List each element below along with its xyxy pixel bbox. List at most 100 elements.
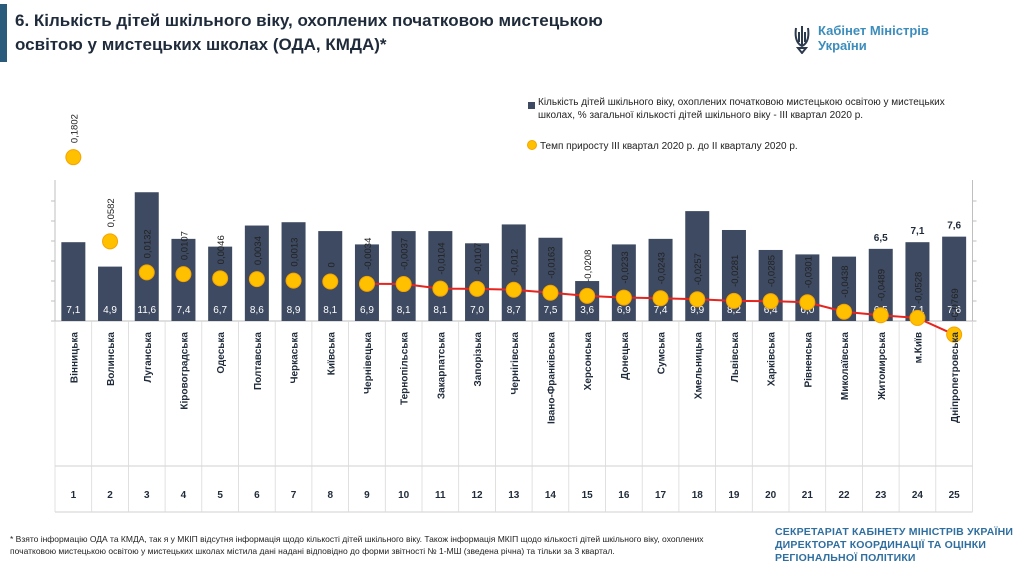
bar-value-label: 7,0 bbox=[470, 305, 484, 316]
growth-value-label: 0,0034 bbox=[253, 236, 264, 265]
page-title: 6. Кількість дітей шкільного віку, охопл… bbox=[15, 11, 603, 54]
growth-value-label: -0,0257 bbox=[693, 253, 704, 285]
growth-value-label: 0,0046 bbox=[216, 235, 227, 264]
growth-marker bbox=[322, 273, 339, 290]
growth-marker bbox=[212, 270, 229, 287]
rank-label: 24 bbox=[912, 490, 924, 501]
bar-value-label: 11,6 bbox=[137, 305, 156, 316]
rank-label: 5 bbox=[217, 490, 223, 501]
growth-value-label: -0,0243 bbox=[657, 252, 668, 284]
growth-marker bbox=[579, 287, 596, 304]
rank-label: 6 bbox=[254, 490, 260, 501]
legend-bar-label: Кількість дітей шкільного віку, охоплени… bbox=[538, 97, 945, 121]
footnote: * Взято інформацію ОДА та КМДА, так я у … bbox=[10, 534, 704, 556]
growth-value-label: 0,0132 bbox=[143, 229, 154, 258]
category-label: Запорізька bbox=[473, 332, 484, 387]
growth-value-label: -0,0285 bbox=[767, 255, 778, 287]
category-label: Чернігівська bbox=[510, 332, 521, 395]
title-accent-bar bbox=[0, 4, 7, 62]
bar-value-label: 9,9 bbox=[690, 305, 704, 316]
trident-icon bbox=[794, 26, 810, 54]
growth-value-label: 0,0013 bbox=[290, 238, 301, 267]
growth-marker bbox=[762, 293, 779, 310]
growth-marker bbox=[395, 276, 412, 293]
combo-chart: 7,1 4,9 11,6 7,4 6,7 8,6 8,9 8,1 6,9 8,1 8,1 7,0 8,7… bbox=[51, 97, 977, 513]
legend-bar-text-wrap: Кількість дітей шкільного віку, охоплени… bbox=[538, 97, 945, 121]
bar-value-label: 8,7 bbox=[507, 305, 521, 316]
category-label: Миколаївська bbox=[840, 332, 851, 401]
rank-label: 17 bbox=[655, 490, 667, 501]
bar-value-label: 7,1 bbox=[66, 305, 80, 316]
secretariat-label: СЕКРЕТАРІАТ КАБІНЕТУ МІНІСТРІВ УКРАЇНИ Д… bbox=[775, 526, 1014, 564]
rank-label: 10 bbox=[398, 490, 410, 501]
bar bbox=[134, 192, 159, 321]
bar bbox=[61, 242, 86, 321]
bar-value-label: 7,4 bbox=[654, 305, 668, 316]
growth-value-label: -0,0104 bbox=[436, 242, 447, 274]
bar-top-label: 7,6 bbox=[947, 221, 961, 232]
rank-label: 19 bbox=[728, 490, 740, 501]
rank-label: 13 bbox=[508, 490, 520, 501]
rank-label: 15 bbox=[582, 490, 594, 501]
growth-value-label: -0,0037 bbox=[400, 238, 411, 270]
growth-value-label: 0,0107 bbox=[179, 231, 190, 260]
rank-label: 11 bbox=[435, 490, 446, 501]
category-label: Донецька bbox=[620, 332, 631, 380]
growth-marker bbox=[799, 294, 816, 311]
legend-line-label: Темп приросту ІІІ квартал 2020 р. до ІІ … bbox=[540, 141, 798, 152]
bar bbox=[538, 237, 563, 321]
category-label: Київська bbox=[326, 332, 337, 376]
rank-label: 7 bbox=[291, 490, 297, 501]
growth-value-label: 0,0582 bbox=[106, 198, 117, 227]
rank-label: 3 bbox=[144, 490, 150, 501]
category-label: Чернівецька bbox=[363, 332, 374, 394]
category-label: Івано-Франківська bbox=[546, 332, 557, 424]
bar-value-label: 6,0 bbox=[800, 305, 814, 316]
category-label: Хмельницька bbox=[693, 332, 704, 400]
legend-line-swatch bbox=[527, 140, 537, 150]
growth-marker bbox=[248, 271, 265, 288]
category-label: Вінницька bbox=[69, 332, 80, 384]
growth-marker bbox=[615, 289, 632, 306]
legend-bar-swatch bbox=[528, 102, 535, 109]
category-label: м.Київ bbox=[913, 332, 924, 363]
category-label: Волинська bbox=[106, 332, 117, 386]
rank-label: 18 bbox=[692, 490, 704, 501]
bar bbox=[391, 231, 416, 321]
rank-label: 21 bbox=[802, 490, 814, 501]
growth-marker bbox=[725, 292, 742, 309]
rank-label: 9 bbox=[364, 490, 370, 501]
category-label: Кіровоградська bbox=[179, 332, 190, 410]
bar-value-label: 7,5 bbox=[543, 305, 557, 316]
bar-top-label: 7,1 bbox=[910, 226, 924, 237]
growth-marker bbox=[469, 280, 486, 297]
bar-value-label: 7,4 bbox=[176, 305, 190, 316]
cabinet-logo: Кабінет Міністрів України bbox=[792, 22, 942, 58]
bar-value-label: 8,1 bbox=[323, 305, 337, 316]
category-label: Полтавська bbox=[253, 332, 264, 390]
category-label: Дніпропетровська bbox=[950, 332, 961, 423]
category-label: Львівська bbox=[730, 332, 741, 383]
bar-value-label: 6,9 bbox=[360, 305, 374, 316]
growth-marker bbox=[689, 291, 706, 308]
growth-marker bbox=[946, 326, 963, 343]
growth-value-label: -0,0301 bbox=[803, 256, 814, 288]
bar bbox=[905, 242, 930, 321]
bar-value-label: 8,6 bbox=[250, 305, 264, 316]
bar-value-label: 3,6 bbox=[580, 305, 594, 316]
rank-label: 1 bbox=[71, 490, 77, 501]
growth-marker bbox=[505, 281, 522, 298]
rank-label: 16 bbox=[618, 490, 630, 501]
bar bbox=[501, 224, 526, 321]
rank-label: 23 bbox=[875, 490, 887, 501]
growth-value-label: 0,1802 bbox=[69, 114, 80, 143]
rank-label: 20 bbox=[765, 490, 777, 501]
bar bbox=[648, 238, 673, 321]
rank-label: 25 bbox=[949, 490, 961, 501]
bar-value-label: 6,9 bbox=[617, 305, 631, 316]
category-label: Херсонська bbox=[583, 332, 594, 391]
growth-marker bbox=[358, 275, 375, 292]
growth-value-label: -0,0438 bbox=[840, 265, 851, 297]
growth-value-label: -0,0107 bbox=[473, 243, 484, 275]
growth-marker bbox=[65, 149, 82, 166]
